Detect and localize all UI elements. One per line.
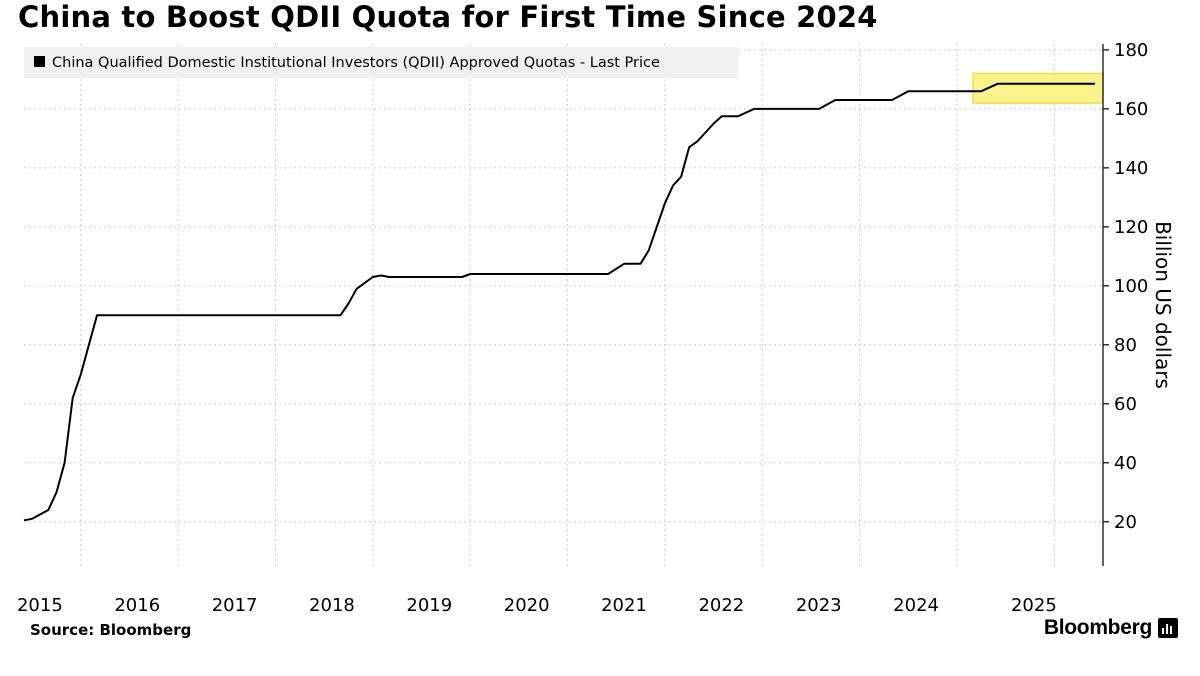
highlight-region: [972, 72, 1104, 104]
source-note: Source: Bloomberg: [30, 621, 192, 639]
x-tick-label: 2015: [17, 595, 63, 616]
x-tick-label: 2016: [114, 595, 160, 616]
x-tick-label: 2017: [212, 595, 258, 616]
x-tick-label: 2019: [406, 595, 452, 616]
legend-entry: China Qualified Domestic Institutional I…: [52, 55, 660, 71]
y-tick-label: 140: [1114, 158, 1148, 179]
chart-title: China to Boost QDII Quota for First Time…: [18, 0, 878, 34]
series-line: [23, 82, 1095, 522]
x-tick-label: 2025: [1011, 595, 1057, 616]
x-tick-label: 2021: [601, 595, 647, 616]
x-axis: 2015 2016 2017 2018 2019 2020 2021 2022 2023 2024…: [17, 595, 1057, 616]
legend-background: [24, 47, 738, 78]
brand-logo: Bloomberg: [1044, 616, 1178, 640]
legend-swatch: [34, 56, 45, 67]
y-tick-label: 120: [1114, 217, 1148, 238]
y-tick-label: 60: [1114, 394, 1137, 415]
terminal-bars-icon: [1158, 618, 1178, 638]
y-tick-label: 100: [1114, 276, 1148, 297]
series-layer: [23, 82, 1095, 522]
x-tick-label: 2022: [698, 595, 744, 616]
y-tick-label: 20: [1114, 512, 1137, 533]
x-tick-label: 2018: [309, 595, 355, 616]
y-tick-label: 180: [1114, 40, 1148, 61]
highlight-box: [972, 72, 1104, 104]
x-tick-label: 2023: [796, 595, 842, 616]
gridlines: [24, 44, 1103, 566]
legend: China Qualified Domestic Institutional I…: [24, 47, 738, 78]
x-tick-label: 2024: [893, 595, 939, 616]
x-tick-label: 2020: [504, 595, 550, 616]
y-tick-label: 40: [1114, 453, 1137, 474]
y-axis-title: Billion US dollars: [1151, 221, 1175, 389]
brand-name: Bloomberg: [1043, 616, 1152, 639]
y-tick-label: 80: [1114, 335, 1137, 356]
y-axis-title-group: Billion US dollars: [1151, 221, 1175, 389]
y-axis: 20 40 60 80 100 120 140 160 180: [1102, 40, 1148, 566]
y-tick-label: 160: [1114, 99, 1148, 120]
